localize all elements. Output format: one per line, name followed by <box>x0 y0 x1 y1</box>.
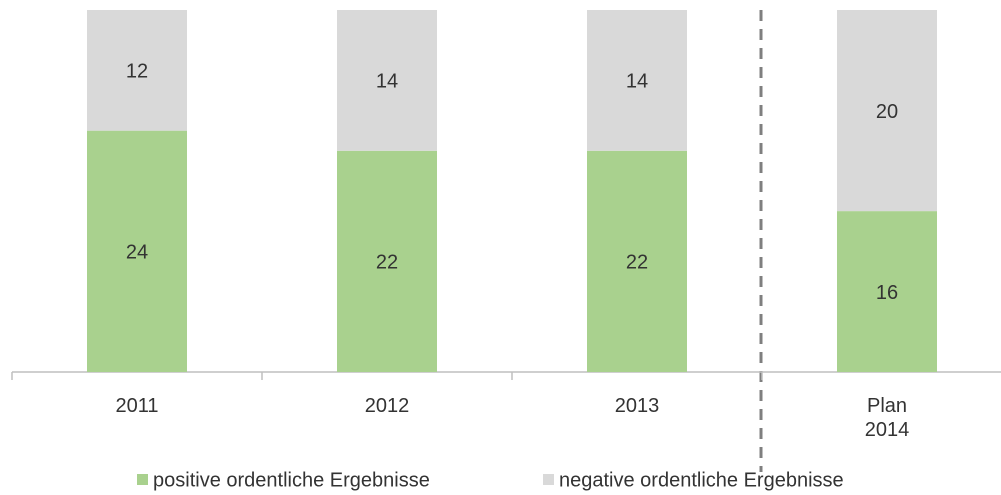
x-tick-label: 2012 <box>364 395 410 417</box>
legend-label: positive ordentliche Ergebnisse <box>153 469 430 491</box>
bar-segment <box>87 10 187 131</box>
x-tick-label: Plan 2014 <box>864 395 910 441</box>
bar-segment <box>837 10 937 212</box>
legend-swatch <box>543 474 554 485</box>
x-tick-label: 2013 <box>614 395 660 417</box>
bar-segment <box>87 130 187 372</box>
value-label: 14 <box>376 71 398 93</box>
bar-segment <box>587 150 687 372</box>
legend-swatch <box>137 474 148 485</box>
value-label: 22 <box>626 252 648 274</box>
value-label: 22 <box>376 252 398 274</box>
value-label: 20 <box>876 101 898 123</box>
x-tick-label: 2011 <box>115 395 159 417</box>
value-label: 12 <box>126 61 148 83</box>
value-label: 14 <box>626 71 648 93</box>
value-label: 24 <box>126 242 148 264</box>
value-label: 16 <box>876 282 898 304</box>
legend-label: negative ordentliche Ergebnisse <box>559 469 844 491</box>
bar-segment <box>337 10 437 151</box>
bar-segment <box>337 150 437 372</box>
bar-segment <box>837 211 937 372</box>
bar-segment <box>587 10 687 151</box>
